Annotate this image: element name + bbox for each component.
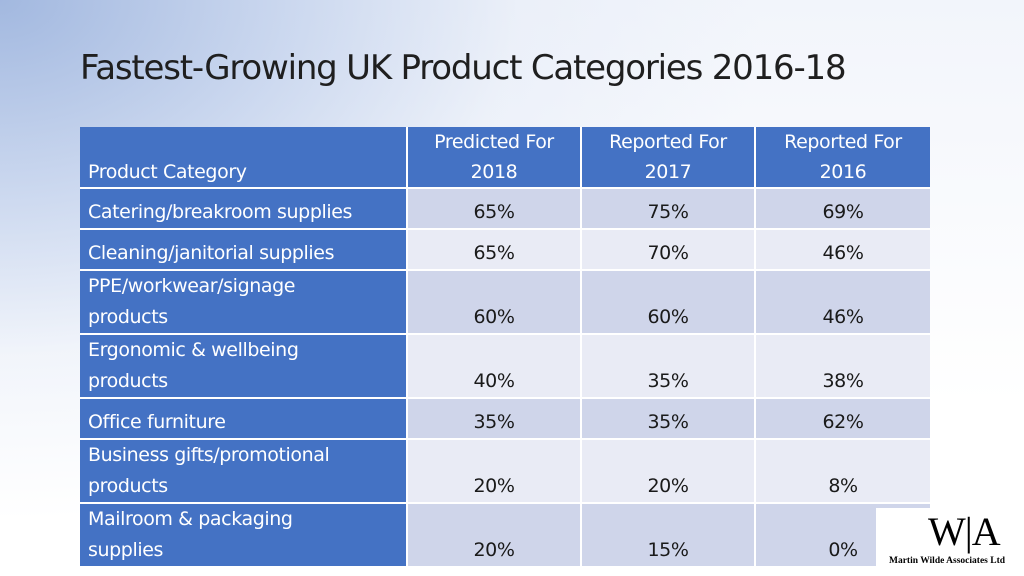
- value-2017: 20%: [582, 440, 756, 504]
- slide-title: Fastest-Growing UK Product Categories 20…: [80, 48, 847, 88]
- value-2018: 60%: [408, 271, 582, 335]
- company-logo: W|A Martin Wilde Associates Ltd: [876, 508, 1018, 574]
- row-category: Ergonomic & wellbeing products: [80, 335, 408, 399]
- category-line: products: [88, 370, 168, 392]
- value-2017: 60%: [582, 271, 756, 335]
- value-2016: 46%: [756, 230, 930, 271]
- table-row: Office furniture 35% 35% 62%: [80, 399, 930, 440]
- value-2017: 35%: [582, 335, 756, 399]
- table-row: Business gifts/promotional products 20% …: [80, 440, 930, 504]
- category-line: supplies: [88, 539, 164, 561]
- value-2017: 35%: [582, 399, 756, 440]
- logo-mark: W|A: [928, 509, 1001, 554]
- category-line: products: [88, 306, 168, 328]
- value-2017: 70%: [582, 230, 756, 271]
- category-line: PPE/workwear/signage: [88, 275, 296, 297]
- value-2016: 38%: [756, 335, 930, 399]
- category-line: Cleaning/janitorial supplies: [88, 242, 335, 264]
- value-2018: 35%: [408, 399, 582, 440]
- category-line: products: [88, 475, 168, 497]
- row-category: PPE/workwear/signage products: [80, 271, 408, 335]
- row-category: Catering/breakroom supplies: [80, 189, 408, 230]
- header-product-category: Product Category: [80, 127, 408, 189]
- header-predicted-2018: Predicted For 2018: [408, 127, 582, 189]
- header-line-2: 2018: [470, 161, 518, 183]
- row-category: Mailroom & packaging supplies: [80, 504, 408, 568]
- category-line: Mailroom & packaging: [88, 508, 293, 530]
- category-line: Office furniture: [88, 411, 226, 433]
- row-category: Business gifts/promotional products: [80, 440, 408, 504]
- header-line-2: 2017: [644, 161, 692, 183]
- table-row: Cleaning/janitorial supplies 65% 70% 46%: [80, 230, 930, 271]
- header-line-2: Product Category: [88, 161, 247, 183]
- category-line: Business gifts/promotional: [88, 444, 330, 466]
- value-2018: 20%: [408, 440, 582, 504]
- value-2018: 40%: [408, 335, 582, 399]
- header-reported-2016: Reported For 2016: [756, 127, 930, 189]
- row-category: Office furniture: [80, 399, 408, 440]
- table-header-row: Product Category Predicted For 2018 Repo…: [80, 127, 930, 189]
- header-line-1: Predicted For: [434, 131, 554, 153]
- table-row: PPE/workwear/signage products 60% 60% 46…: [80, 271, 930, 335]
- header-reported-2017: Reported For 2017: [582, 127, 756, 189]
- categories-table: Product Category Predicted For 2018 Repo…: [80, 127, 930, 568]
- value-2017: 75%: [582, 189, 756, 230]
- value-2016: 69%: [756, 189, 930, 230]
- value-2017: 15%: [582, 504, 756, 568]
- table-row: Ergonomic & wellbeing products 40% 35% 3…: [80, 335, 930, 399]
- value-2016: 46%: [756, 271, 930, 335]
- table-row: Catering/breakroom supplies 65% 75% 69%: [80, 189, 930, 230]
- value-2016: 8%: [756, 440, 930, 504]
- header-line-1: Reported For: [609, 131, 727, 153]
- value-2018: 20%: [408, 504, 582, 568]
- category-line: Catering/breakroom supplies: [88, 201, 353, 223]
- value-2016: 62%: [756, 399, 930, 440]
- value-2018: 65%: [408, 189, 582, 230]
- value-2018: 65%: [408, 230, 582, 271]
- header-line-2: 2016: [819, 161, 867, 183]
- logo-company-name: Martin Wilde Associates Ltd: [888, 556, 1006, 566]
- header-line-1: Reported For: [784, 131, 902, 153]
- category-line: Ergonomic & wellbeing: [88, 339, 299, 361]
- row-category: Cleaning/janitorial supplies: [80, 230, 408, 271]
- table-row: Mailroom & packaging supplies 20% 15% 0%: [80, 504, 930, 568]
